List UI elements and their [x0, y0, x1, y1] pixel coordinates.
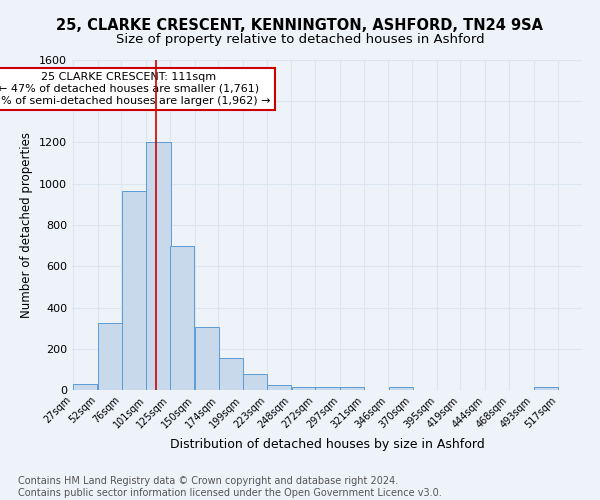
X-axis label: Distribution of detached houses by size in Ashford: Distribution of detached houses by size …: [170, 438, 484, 451]
Text: Contains HM Land Registry data © Crown copyright and database right 2024.
Contai: Contains HM Land Registry data © Crown c…: [18, 476, 442, 498]
Bar: [316, 387, 340, 390]
Text: 25 CLARKE CRESCENT: 111sqm
← 47% of detached houses are smaller (1,761)
52% of s: 25 CLARKE CRESCENT: 111sqm ← 47% of deta…: [0, 72, 270, 106]
Bar: [292, 387, 316, 390]
Bar: [243, 374, 268, 390]
Bar: [122, 191, 146, 390]
Bar: [73, 384, 97, 390]
Bar: [195, 327, 219, 390]
Bar: [98, 323, 122, 390]
Y-axis label: Number of detached properties: Number of detached properties: [20, 132, 34, 318]
Bar: [389, 387, 413, 390]
Bar: [267, 385, 291, 390]
Text: Size of property relative to detached houses in Ashford: Size of property relative to detached ho…: [116, 32, 484, 46]
Bar: [340, 387, 364, 390]
Bar: [146, 142, 170, 390]
Text: 25, CLARKE CRESCENT, KENNINGTON, ASHFORD, TN24 9SA: 25, CLARKE CRESCENT, KENNINGTON, ASHFORD…: [56, 18, 544, 32]
Bar: [170, 246, 194, 390]
Bar: [534, 387, 558, 390]
Bar: [218, 358, 243, 390]
